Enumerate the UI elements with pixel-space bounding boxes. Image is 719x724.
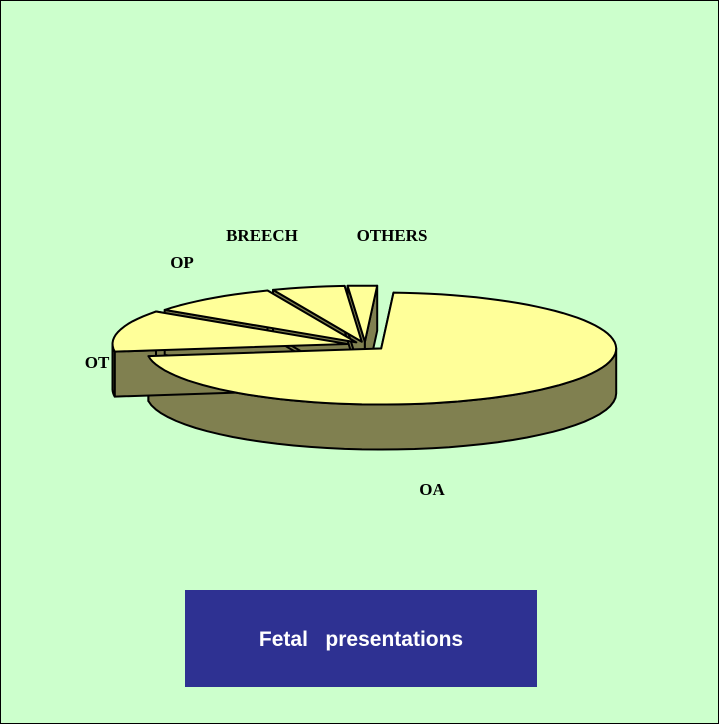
pie-slice [163, 289, 358, 344]
title-box [185, 590, 537, 687]
pie-slice [346, 284, 379, 343]
pie-slice [272, 284, 363, 343]
slice-label: BREECH [226, 226, 298, 245]
chart-title: Fetal presentations [259, 628, 463, 651]
slice-label: OA [419, 480, 445, 499]
pie-slice [111, 310, 349, 353]
slice-label: OP [170, 253, 194, 272]
slice-label: OTHERS [357, 226, 428, 245]
slice-label: OT [85, 353, 110, 372]
pie-slice [147, 291, 618, 406]
pie-tops [111, 284, 618, 406]
